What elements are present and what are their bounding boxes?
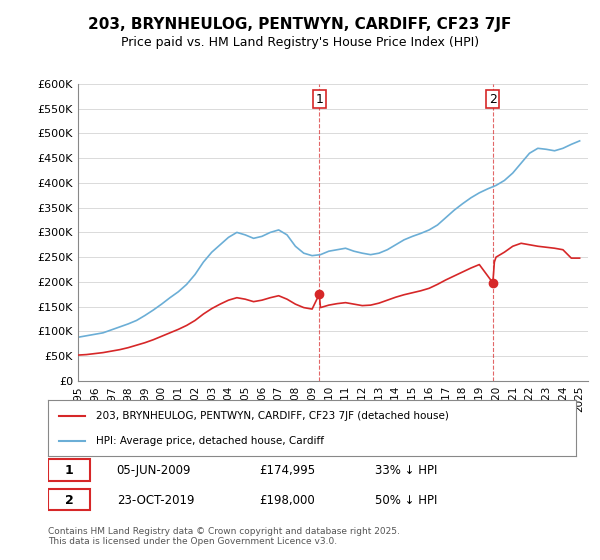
Text: 50% ↓ HPI: 50% ↓ HPI	[376, 494, 438, 507]
Text: 1: 1	[316, 93, 323, 106]
FancyBboxPatch shape	[48, 459, 90, 481]
Text: HPI: Average price, detached house, Cardiff: HPI: Average price, detached house, Card…	[95, 436, 323, 446]
Text: £198,000: £198,000	[259, 494, 315, 507]
Text: 05-JUN-2009: 05-JUN-2009	[116, 464, 191, 477]
Text: £174,995: £174,995	[259, 464, 316, 477]
Text: 2: 2	[65, 494, 73, 507]
Text: 2: 2	[489, 93, 497, 106]
FancyBboxPatch shape	[48, 488, 90, 511]
Text: 1: 1	[65, 464, 73, 477]
Text: 203, BRYNHEULOG, PENTWYN, CARDIFF, CF23 7JF: 203, BRYNHEULOG, PENTWYN, CARDIFF, CF23 …	[88, 17, 512, 32]
Text: 33% ↓ HPI: 33% ↓ HPI	[376, 464, 438, 477]
Text: 23-OCT-2019: 23-OCT-2019	[116, 494, 194, 507]
Text: Contains HM Land Registry data © Crown copyright and database right 2025.
This d: Contains HM Land Registry data © Crown c…	[48, 526, 400, 546]
Text: 203, BRYNHEULOG, PENTWYN, CARDIFF, CF23 7JF (detached house): 203, BRYNHEULOG, PENTWYN, CARDIFF, CF23 …	[95, 410, 448, 421]
Text: Price paid vs. HM Land Registry's House Price Index (HPI): Price paid vs. HM Land Registry's House …	[121, 36, 479, 49]
